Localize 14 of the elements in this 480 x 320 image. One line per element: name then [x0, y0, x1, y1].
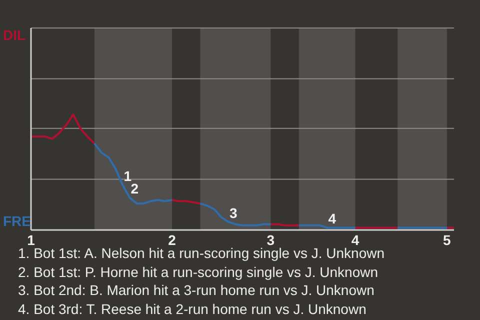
annotation: 3: [230, 204, 238, 221]
annotation: 2: [130, 180, 139, 197]
x-tick-label: 1: [27, 232, 36, 248]
annotation: 1: [124, 168, 132, 184]
x-tick-label: 5: [443, 232, 452, 248]
x-tick-label: 4: [351, 232, 360, 248]
text: DIL: [3, 27, 26, 43]
text: 1. Bot 1st: A. Nelson hit a run-scoring single vs J. Unknown: [18, 245, 385, 262]
text: 3. Bot 2nd: B. Marion hit a 3-run home run vs J. Unknown: [18, 281, 376, 300]
text: 4. Bot 3rd: T. Reese hit a 2-run home run vs J. Unknown: [18, 300, 368, 318]
x-tick-label: 3: [266, 232, 275, 248]
x-tick-label: 2: [168, 232, 176, 248]
text: 2. Bot 1st: P. Horne hit a run-scoring single vs J. Unknown: [18, 262, 380, 281]
annotation: 4: [328, 210, 336, 227]
